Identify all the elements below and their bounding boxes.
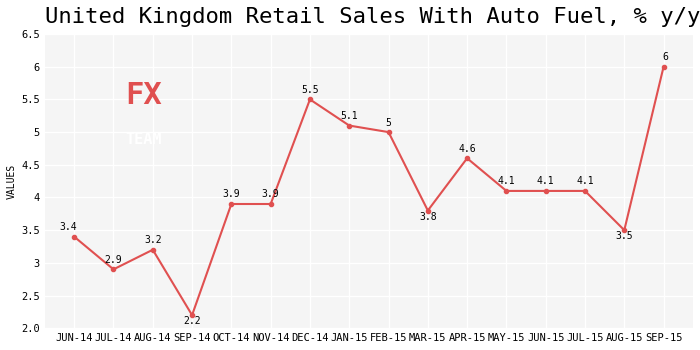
Text: 2.2: 2.2 [183,316,201,326]
Text: 5.1: 5.1 [340,111,358,121]
Text: 4.1: 4.1 [498,176,515,186]
Text: 2.9: 2.9 [105,255,122,265]
Text: 6: 6 [663,52,668,62]
Text: FX: FX [125,81,162,110]
Text: 3.2: 3.2 [144,235,162,245]
Text: 4.6: 4.6 [458,144,476,154]
Text: 5.5: 5.5 [301,85,318,95]
Text: 5: 5 [386,118,391,127]
Text: 3.9: 3.9 [223,189,240,200]
Text: TEAM: TEAM [125,133,162,147]
Text: 4.1: 4.1 [537,176,554,186]
Text: 3.5: 3.5 [615,231,633,241]
Text: 3.4: 3.4 [60,222,77,232]
Text: 4.1: 4.1 [576,176,594,186]
Text: 3.8: 3.8 [419,212,437,222]
Text: United Kingdom Retail Sales With Auto Fuel, % y/y: United Kingdom Retail Sales With Auto Fu… [45,7,700,27]
Text: 3.9: 3.9 [262,189,279,200]
Y-axis label: VALUES: VALUES [7,163,17,199]
